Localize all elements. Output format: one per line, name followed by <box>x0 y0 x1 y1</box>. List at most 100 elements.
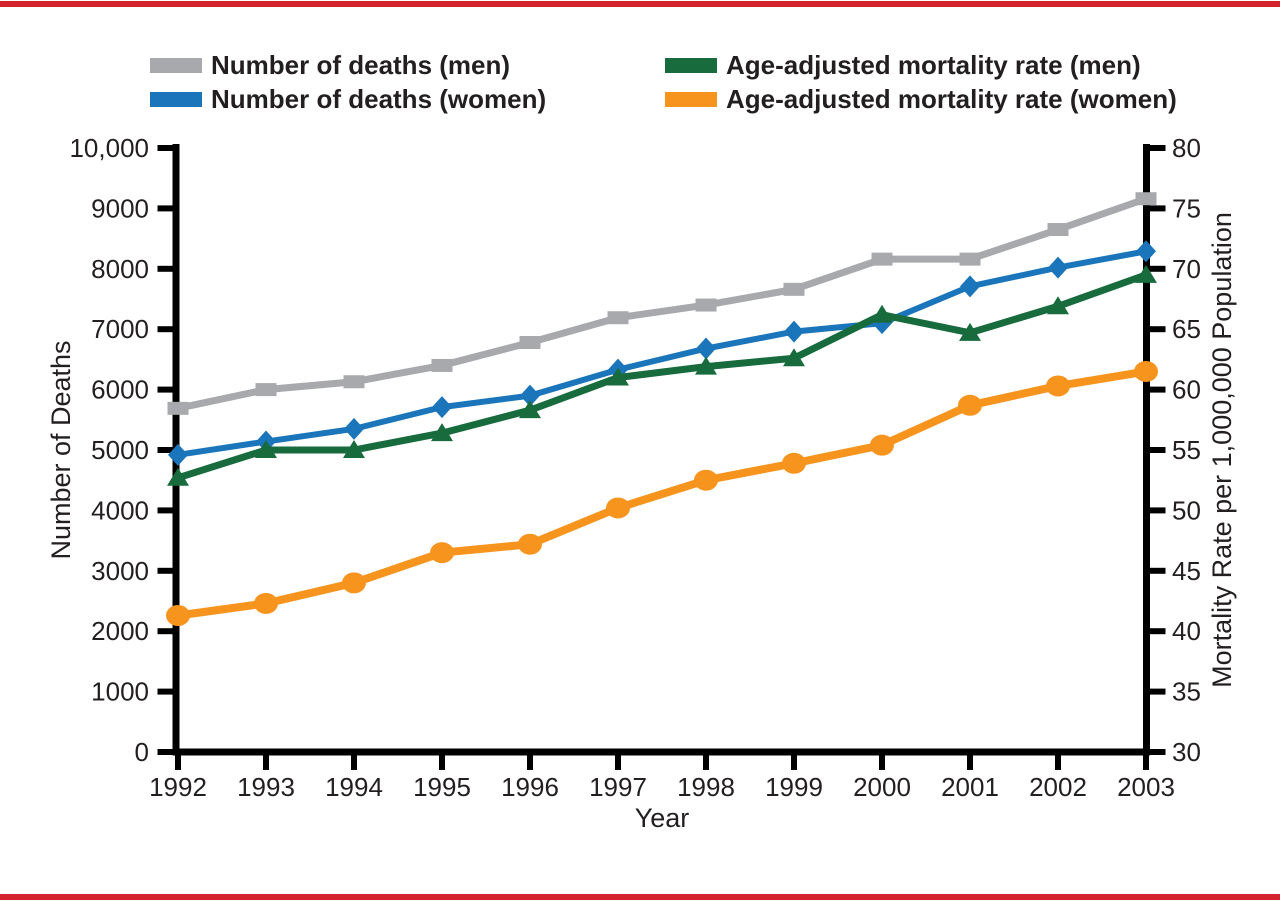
left-axis-tick-label: 8000 <box>91 254 149 284</box>
data-point-marker <box>343 375 365 389</box>
data-point-marker <box>960 275 980 298</box>
data-point-marker <box>519 335 541 349</box>
data-point-marker <box>342 572 366 594</box>
data-point-marker <box>783 348 805 367</box>
series-number-of-deaths-women- <box>168 240 1156 466</box>
data-point-marker <box>1136 240 1156 263</box>
legend-item-rate-men: Age-adjusted mortality rate (men) <box>665 50 1177 81</box>
data-point-marker <box>431 423 453 442</box>
data-point-marker <box>1046 375 1070 397</box>
x-axis-tick-label: 1998 <box>677 772 735 802</box>
right-axis-tick-label: 55 <box>1172 435 1201 465</box>
data-point-marker <box>696 337 716 360</box>
data-point-marker <box>695 298 717 312</box>
left-axis-tick-label: 9000 <box>91 193 149 223</box>
right-axis-tick-label: 65 <box>1172 314 1201 344</box>
x-axis-tick-label: 1993 <box>237 772 295 802</box>
data-point-marker <box>1047 223 1069 237</box>
data-point-marker <box>166 604 190 626</box>
data-point-marker <box>254 592 278 614</box>
legend-label-deaths-women: Number of deaths (women) <box>211 83 547 114</box>
x-axis-tick-label: 2000 <box>853 772 911 802</box>
right-axis-tick-label: 80 <box>1172 133 1201 163</box>
x-axis-tick-label: 1992 <box>149 772 207 802</box>
chart-legend: Number of deaths (men) Age-adjusted mort… <box>150 48 1177 116</box>
right-axis-tick-label: 75 <box>1172 193 1201 223</box>
series-line <box>177 367 1147 620</box>
data-point-marker <box>871 252 893 266</box>
legend-item-deaths-women: Number of deaths (women) <box>150 84 665 115</box>
data-point-marker <box>167 401 189 415</box>
left-axis-tick-label: 5000 <box>91 435 149 465</box>
series-layer <box>166 192 1158 626</box>
right-axis-title: Mortality Rate per 1,000,000 Population <box>1207 212 1237 688</box>
left-axis-tick-label: 1000 <box>91 677 149 707</box>
data-point-marker <box>343 440 365 458</box>
left-axis-tick-label: 3000 <box>91 556 149 586</box>
x-axis-tick-label: 1999 <box>765 772 823 802</box>
legend-item-deaths-men: Number of deaths (men) <box>150 50 665 81</box>
data-point-marker <box>255 383 277 397</box>
legend-label-rate-men: Age-adjusted mortality rate (men) <box>726 49 1141 80</box>
data-point-marker <box>959 322 981 341</box>
x-axis-tick-label: 2002 <box>1029 772 1087 802</box>
data-point-marker <box>1134 360 1158 382</box>
series-number-of-deaths-men- <box>167 192 1157 415</box>
left-axis-title: Number of Deaths <box>46 340 76 559</box>
data-point-marker <box>871 304 893 323</box>
right-axis-tick-label: 40 <box>1172 616 1201 646</box>
bottom-accent-bar <box>0 894 1280 900</box>
data-point-marker <box>255 440 277 458</box>
data-point-marker <box>519 400 541 419</box>
series-age-adjusted-mortality-rate-women- <box>166 360 1158 626</box>
data-point-marker <box>607 367 629 386</box>
series-line <box>176 271 1148 482</box>
left-axis-tick-label: 7000 <box>91 314 149 344</box>
data-point-marker <box>606 497 630 519</box>
data-point-marker <box>784 320 804 343</box>
data-point-marker <box>1135 264 1157 283</box>
data-point-marker <box>695 356 717 375</box>
data-point-marker <box>344 417 364 440</box>
data-point-marker <box>432 396 452 419</box>
legend-label-deaths-men: Number of deaths (men) <box>211 49 511 80</box>
data-point-marker <box>959 252 981 266</box>
x-axis-tick-label: 2001 <box>941 772 999 802</box>
series-line <box>177 248 1147 458</box>
data-point-marker <box>518 533 542 555</box>
right-axis-tick-label: 50 <box>1172 495 1201 525</box>
legend-swatch-rate-men <box>665 57 717 73</box>
left-axis-tick-label: 4000 <box>91 495 149 525</box>
right-axis-tick-label: 60 <box>1172 375 1201 405</box>
x-axis-tick-label: 2003 <box>1117 772 1175 802</box>
right-axis-tick-label: 70 <box>1172 254 1201 284</box>
x-axis-tick-label: 1997 <box>589 772 647 802</box>
legend-swatch-deaths-men <box>150 57 202 73</box>
data-point-marker <box>694 469 718 491</box>
data-point-marker <box>430 542 454 564</box>
top-accent-bar <box>0 1 1280 7</box>
right-axis-tick-label: 45 <box>1172 556 1201 586</box>
legend-label-rate-women: Age-adjusted mortality rate (women) <box>726 83 1177 114</box>
data-point-marker <box>958 394 982 416</box>
x-axis-tick-label: 1995 <box>413 772 471 802</box>
data-point-marker <box>167 467 189 486</box>
right-axis-tick-label: 35 <box>1172 677 1201 707</box>
left-axis-tick-label: 2000 <box>91 616 149 646</box>
legend-swatch-deaths-women <box>150 91 202 107</box>
data-point-marker <box>782 452 806 474</box>
data-point-marker <box>607 311 629 325</box>
x-axis-tick-label: 1994 <box>325 772 383 802</box>
x-axis-title: Year <box>635 803 690 833</box>
data-point-marker <box>783 282 805 296</box>
data-point-marker <box>1135 192 1157 206</box>
left-axis-tick-label: 10,000 <box>69 133 149 163</box>
right-axis-tick-label: 30 <box>1172 737 1201 767</box>
left-axis-tick-label: 6000 <box>91 375 149 405</box>
left-axis-tick-label: 0 <box>135 737 149 767</box>
data-point-marker <box>1048 256 1068 279</box>
data-point-marker <box>168 443 188 466</box>
ticks-layer: 0 1000 2000 3000 4000 5000 6000 7000 8000 9000 10,… <box>69 133 1200 802</box>
x-axis-tick-label: 1996 <box>501 772 559 802</box>
